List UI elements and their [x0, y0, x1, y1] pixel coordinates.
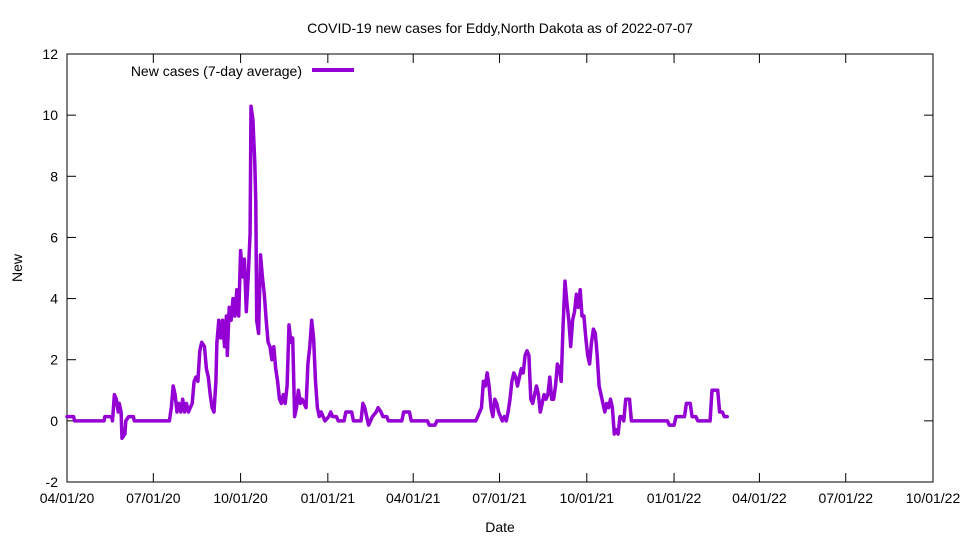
y-tick-label: 12: [42, 46, 58, 62]
y-tick-label: 0: [50, 413, 58, 429]
x-tick-label: 07/01/20: [126, 490, 181, 506]
x-tick-label: 07/01/22: [818, 490, 873, 506]
x-tick-label: 04/01/21: [386, 490, 441, 506]
x-tick-label: 10/01/22: [906, 490, 960, 506]
legend: New cases (7-day average): [131, 63, 354, 79]
y-tick-label: 4: [50, 291, 58, 307]
y-axis: -2 0 2 4 6 8 10 12: [42, 46, 933, 490]
legend-entry-label: New cases (7-day average): [131, 63, 302, 79]
x-tick-label: 07/01/21: [472, 490, 527, 506]
x-tick-label: 01/01/22: [647, 490, 702, 506]
x-tick-label: 04/01/20: [40, 490, 95, 506]
x-tick-label: 04/01/22: [732, 490, 787, 506]
x-tick-label: 01/01/21: [301, 490, 356, 506]
y-tick-label: -2: [46, 474, 59, 490]
x-tick-label: 10/01/20: [213, 490, 268, 506]
y-tick-label: 6: [50, 229, 58, 245]
y-tick-label: 8: [50, 168, 58, 184]
y-tick-label: 10: [42, 107, 58, 123]
y-tick-label: 2: [50, 352, 58, 368]
x-tick-label: 10/01/21: [560, 490, 615, 506]
x-axis-label: Date: [485, 519, 515, 535]
x-axis: 04/01/20 07/01/20 10/01/20 01/01/21 04/01/21…: [40, 54, 960, 506]
series-group: [65, 104, 729, 441]
chart-title: COVID-19 new cases for Eddy,North Dakota…: [307, 20, 693, 36]
y-axis-label: New: [9, 253, 25, 282]
series-line: [65, 104, 729, 441]
